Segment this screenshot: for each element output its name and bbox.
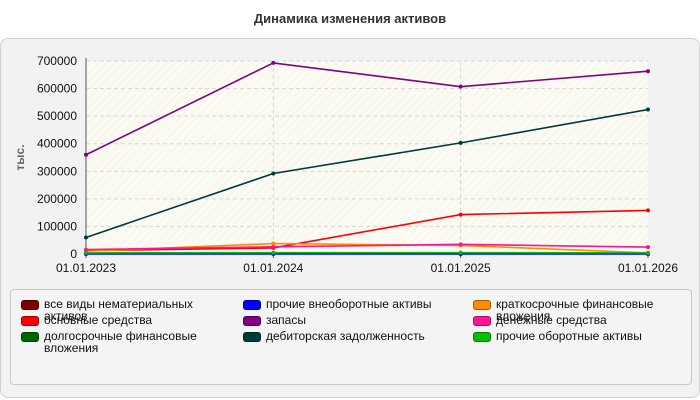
- y-tick-label: 400000: [37, 137, 77, 151]
- legend-item: долгосрочные финансовые вложения: [21, 330, 231, 354]
- data-point: [271, 244, 276, 249]
- data-point: [84, 235, 88, 240]
- legend-item: прочие внеоборотные активы: [243, 298, 448, 310]
- legend-swatch: [243, 332, 261, 342]
- legend-label: краткосрочные финансовые вложения: [496, 297, 654, 323]
- x-tick-label: 01.01.2023: [56, 261, 116, 275]
- series-line: [85, 242, 649, 254]
- chart-legend: все виды нематериальных активов основные …: [10, 289, 692, 385]
- legend-swatch: [21, 300, 39, 310]
- y-tick-label: 100000: [37, 219, 77, 233]
- legend-swatch: [21, 332, 39, 342]
- legend-label: основные средства: [44, 313, 153, 327]
- data-point: [458, 242, 463, 247]
- series-line: [85, 62, 649, 156]
- y-tick-label: 600000: [37, 82, 77, 96]
- legend-label: денежные средства: [496, 313, 607, 327]
- y-tick-label: 700000: [37, 54, 77, 68]
- legend-item: все виды нематериальных активов: [21, 298, 231, 322]
- y-tick-label: 0: [70, 247, 77, 261]
- legend-label: прочие оборотные активы: [496, 329, 642, 343]
- legend-swatch: [473, 332, 491, 342]
- legend-swatch: [243, 316, 261, 326]
- legend-item: денежные средства: [473, 314, 678, 326]
- data-point: [646, 245, 650, 250]
- series-line: [85, 243, 649, 251]
- y-axis-label: тыс.: [13, 144, 27, 170]
- legend-label: дебиторская задолженность: [266, 329, 425, 343]
- x-tick-label: 01.01.2024: [243, 261, 303, 275]
- x-tick-label: 01.01.2026: [618, 261, 678, 275]
- legend-label: прочие внеоборотные активы: [266, 297, 432, 311]
- y-tick-label: 200000: [37, 192, 77, 206]
- legend-item: основные средства: [21, 314, 231, 326]
- legend-label: все виды нематериальных активов: [44, 297, 193, 323]
- data-point: [271, 241, 276, 246]
- data-point: [458, 250, 463, 255]
- x-tick-label: 01.01.2025: [431, 261, 491, 275]
- data-point: [84, 247, 88, 252]
- data-point: [84, 152, 88, 157]
- data-point: [271, 171, 276, 176]
- legend-item: запасы: [243, 314, 448, 326]
- data-point: [271, 250, 276, 255]
- data-point: [458, 212, 463, 217]
- series-line: [85, 209, 649, 252]
- legend-label: запасы: [266, 313, 306, 327]
- legend-item: прочие оборотные активы: [473, 330, 678, 342]
- legend-label: долгосрочные финансовые вложения: [44, 329, 197, 355]
- y-tick-label: 300000: [37, 164, 77, 178]
- series-line: [85, 108, 649, 239]
- data-point: [271, 60, 276, 65]
- legend-item: дебиторская задолженность: [243, 330, 448, 342]
- data-point: [646, 69, 650, 74]
- legend-swatch: [243, 300, 261, 310]
- legend-swatch: [21, 316, 39, 326]
- data-point: [84, 250, 88, 255]
- legend-swatch: [473, 316, 491, 326]
- data-point: [646, 250, 650, 255]
- legend-item: краткосрочные финансовые вложения: [473, 298, 678, 322]
- data-point: [646, 107, 650, 112]
- data-point: [646, 208, 650, 213]
- data-point: [458, 84, 463, 89]
- y-tick-label: 500000: [37, 109, 77, 123]
- data-point: [458, 140, 463, 145]
- chart-title: Динамика изменения активов: [253, 11, 447, 26]
- legend-swatch: [473, 300, 491, 310]
